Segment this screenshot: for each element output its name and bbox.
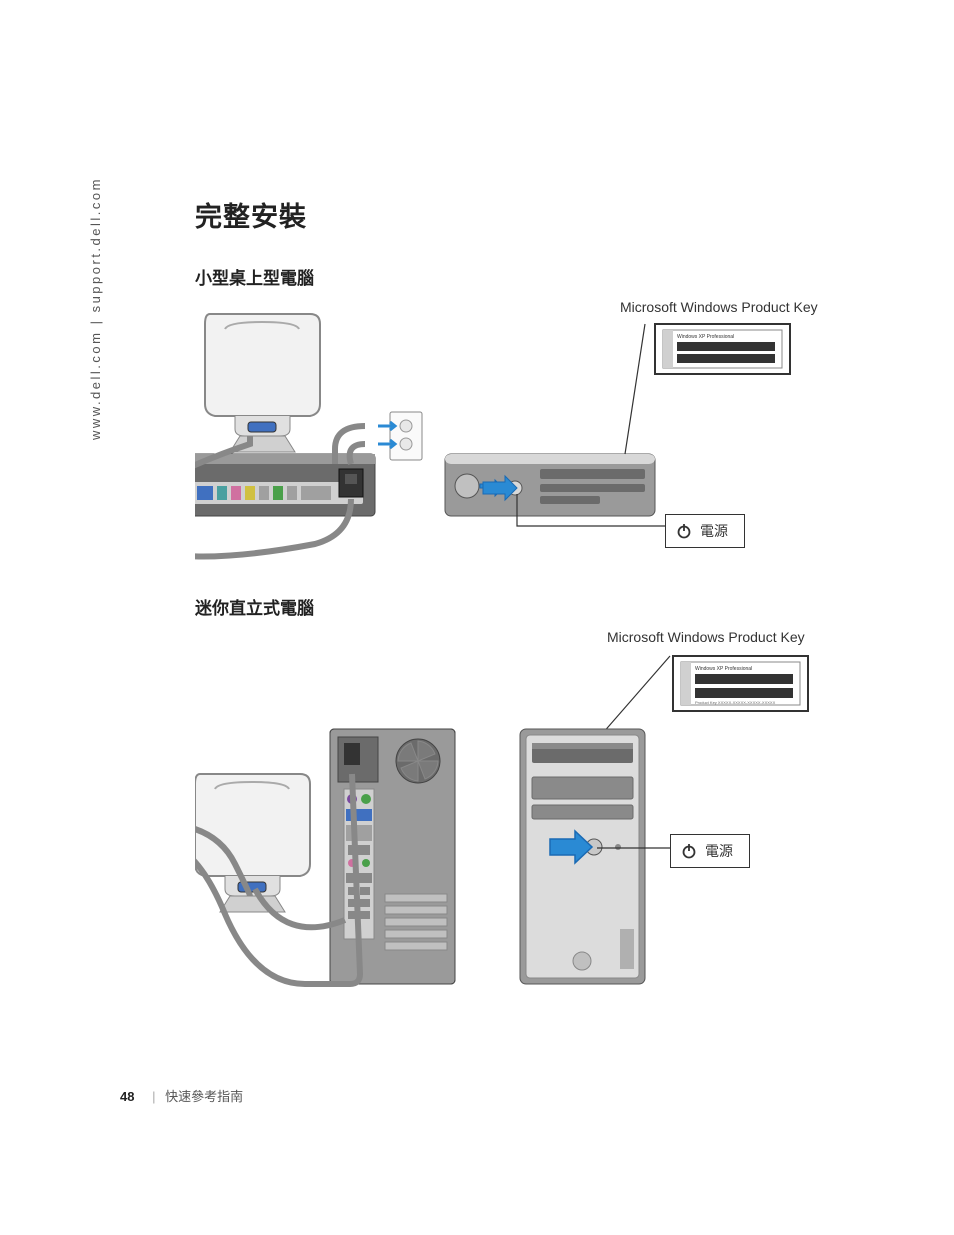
svg-text:Windows XP Professional: Windows XP Professional xyxy=(695,666,752,672)
svg-text:Windows XP Professional: Windows XP Professional xyxy=(677,334,734,340)
page-title: 完整安裝 xyxy=(195,195,875,234)
power-text: 電源 xyxy=(705,841,733,861)
figure-mini-tower: Windows XP Professional Product Key XXXX… xyxy=(195,634,875,1014)
power-icon xyxy=(681,843,697,859)
section-1-heading: 小型桌上型電腦 xyxy=(195,264,875,289)
mini-tower-diagram: Windows XP Professional Product Key XXXX… xyxy=(195,634,875,1034)
product-key-label-2: Microsoft Windows Product Key xyxy=(607,629,805,645)
product-key-label-1: Microsoft Windows Product Key xyxy=(620,299,818,315)
small-desktop-diagram: Windows XP Professional xyxy=(195,304,875,584)
page-footer: 48 | 快速參考指南 xyxy=(120,1086,243,1105)
power-label-1: 電源 xyxy=(665,514,745,548)
power-icon xyxy=(676,523,692,539)
figure-small-desktop: Windows XP Professional Microsoft Window… xyxy=(195,304,875,584)
sidebar-url: www.dell.com | support.dell.com xyxy=(88,177,103,440)
power-text: 電源 xyxy=(700,521,728,541)
page-number: 48 xyxy=(120,1089,134,1104)
svg-text:Product Key XXXXX-XXXXX-XXXXX-: Product Key XXXXX-XXXXX-XXXXX-XXXXX xyxy=(695,700,776,705)
doc-title: 快速參考指南 xyxy=(165,1089,243,1104)
footer-divider: | xyxy=(152,1089,155,1104)
power-label-2: 電源 xyxy=(670,834,750,868)
section-2-heading: 迷你直立式電腦 xyxy=(195,594,875,619)
